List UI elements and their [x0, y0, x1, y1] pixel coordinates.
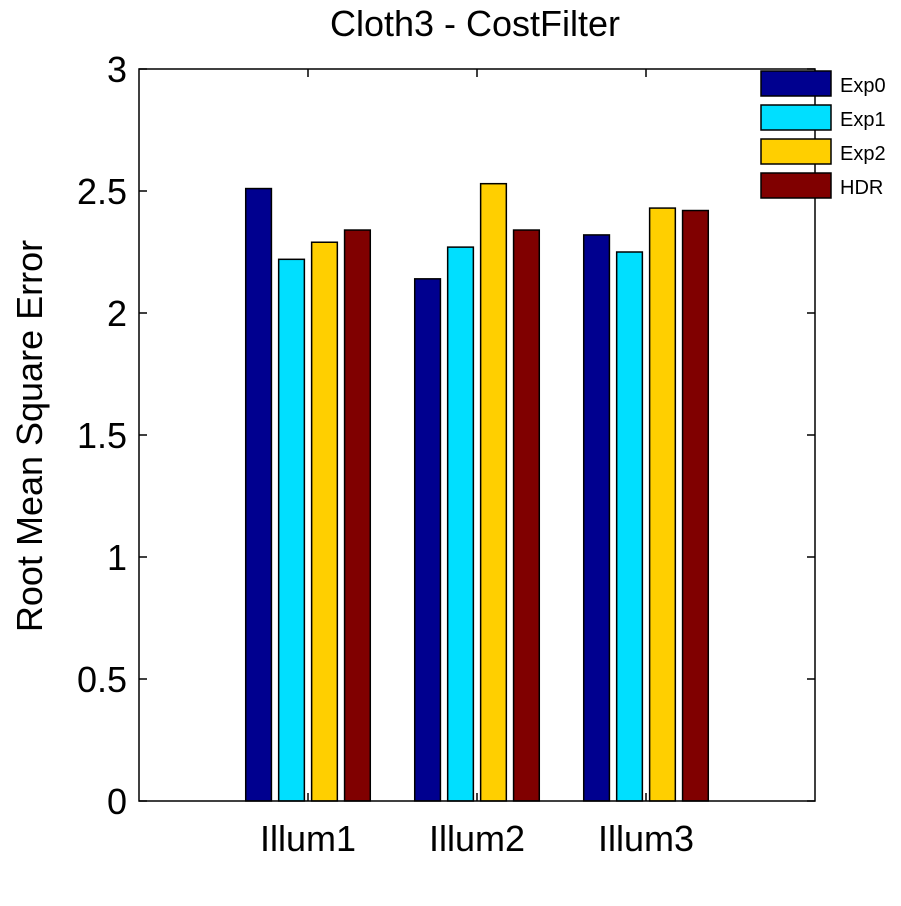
- bar-hdr-illum2: [512, 229, 541, 802]
- y-tick-label: 2: [107, 293, 127, 334]
- y-tick-label: 0.5: [77, 659, 127, 700]
- x-tick-label: Illum2: [429, 818, 525, 859]
- legend-label-exp2: Exp2: [840, 143, 886, 165]
- plot-frame: [138, 68, 816, 802]
- bar-exp1-illum1: [277, 258, 306, 802]
- legend-swatch-hdr: [760, 172, 832, 199]
- bar-exp1-illum2: [446, 246, 475, 802]
- legend-label-exp1: Exp1: [840, 109, 886, 131]
- y-tick-label: 0: [107, 781, 127, 822]
- legend: Exp0 Exp1 Exp2 HDR: [760, 70, 886, 199]
- bar-exp0-illum3: [582, 234, 611, 802]
- legend-swatch-exp2: [760, 138, 832, 165]
- y-tick-label: 1: [107, 537, 127, 578]
- y-tick-label: 2.5: [77, 171, 127, 212]
- legend-label-exp0: Exp0: [840, 75, 886, 97]
- x-tick-label: Illum3: [598, 818, 694, 859]
- bars-layer: [244, 182, 710, 802]
- bar-exp0-illum1: [244, 187, 273, 802]
- x-tick-label: Illum1: [260, 818, 356, 859]
- bar-exp2-illum1: [310, 241, 339, 802]
- bar-hdr-illum1: [343, 229, 372, 802]
- legend-swatch-exp1: [760, 104, 832, 131]
- bar-exp0-illum2: [413, 278, 442, 802]
- bar-hdr-illum3: [681, 209, 710, 802]
- bar-exp1-illum3: [615, 251, 644, 802]
- y-tick-label: 1.5: [77, 415, 127, 456]
- y-tick-label: 3: [107, 49, 127, 90]
- bar-exp2-illum3: [648, 207, 677, 802]
- chart-title: Cloth3 - CostFilter: [330, 3, 620, 44]
- legend-label-hdr: HDR: [840, 177, 883, 199]
- legend-swatch-exp0: [760, 70, 832, 97]
- bar-exp2-illum2: [479, 182, 508, 802]
- y-axis-label: Root Mean Square Error: [9, 240, 50, 632]
